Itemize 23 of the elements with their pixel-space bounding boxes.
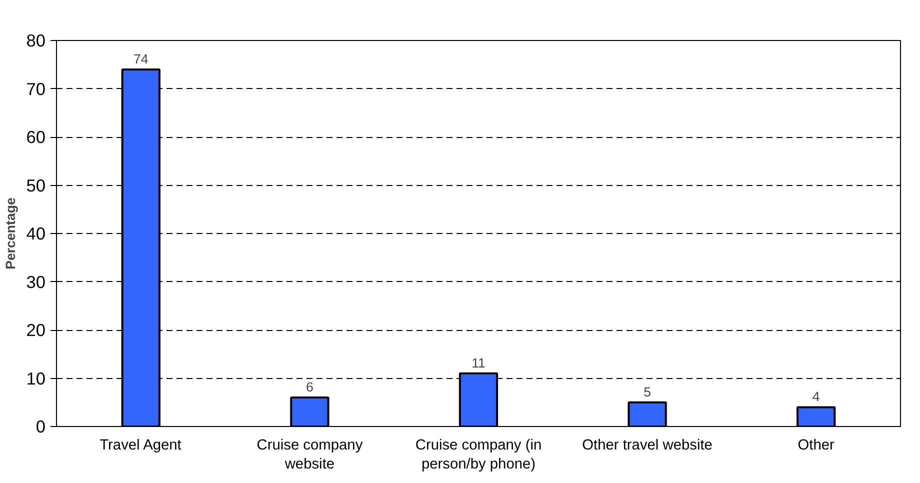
data-label: 6 [306, 380, 314, 395]
x-tick-label: Other travel website [582, 438, 712, 454]
x-tick-label: Other [798, 438, 835, 454]
y-tick-label: 70 [26, 78, 46, 99]
y-tick-label: 60 [26, 127, 46, 147]
y-tick-label: 0 [36, 416, 46, 436]
x-tick-label: Cruise company (in person/by phone) [415, 438, 542, 473]
y-axis-title: Percentage [3, 198, 18, 270]
x-tick-label: Travel Agent [100, 438, 182, 454]
y-tick-label: 10 [26, 368, 46, 388]
data-label: 74 [133, 51, 149, 66]
data-label: 11 [472, 355, 486, 370]
y-tick-label: 80 [26, 30, 46, 50]
data-label: 4 [812, 389, 820, 404]
x-tick-label: Cruise company website [256, 438, 364, 473]
bar [290, 396, 330, 426]
bar [628, 401, 667, 426]
y-tick-label: 40 [26, 224, 46, 244]
y-tick-label: 50 [26, 175, 46, 196]
data-label: 5 [644, 384, 652, 400]
y-tick-label: 30 [26, 272, 46, 292]
y-tick-label: 20 [26, 320, 46, 340]
bar [796, 406, 836, 426]
